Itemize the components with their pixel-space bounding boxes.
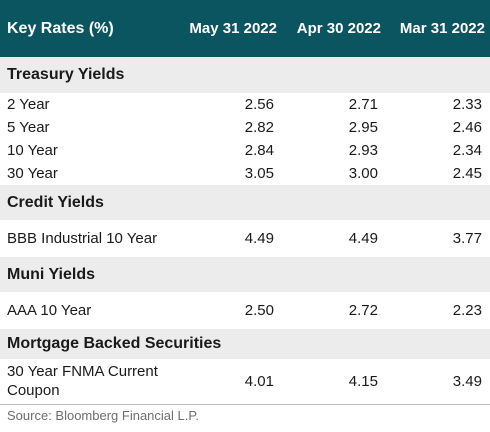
row-label: AAA 10 Year [7,302,92,319]
cell-value: 2.45 [452,165,482,182]
cell-value: 2.82 [244,119,274,136]
cell-value: 2.72 [348,302,378,319]
section-title: Mortgage Backed Securities [0,329,490,359]
source-note: Source: Bloomberg Financial L.P. [7,408,199,423]
column-header-mar-2022: Mar 31 2022 [399,20,485,37]
section-muni-yields: Muni Yields [0,257,490,292]
row-label: 10 Year [7,142,58,159]
cell-value: 2.23 [452,302,482,319]
table-row: 30 Year 3.05 3.00 2.45 [0,162,490,185]
row-label: BBB Industrial 10 Year [7,230,158,247]
cell-value: 2.46 [452,119,482,136]
table-header: Key Rates (%) May 31 2022 Apr 30 2022 Ma… [0,0,490,57]
cell-value: 4.49 [348,230,378,247]
column-header-may-2022: May 31 2022 [189,20,277,37]
table-row: 2 Year 2.56 2.71 2.33 [0,93,490,116]
cell-value: 3.77 [452,230,482,247]
cell-value: 4.15 [282,359,386,405]
row-label: 5 Year [7,119,50,136]
cell-value: 2.34 [452,142,482,159]
key-rates-table: Key Rates (%) May 31 2022 Apr 30 2022 Ma… [0,0,490,405]
cell-value: 2.95 [348,119,378,136]
row-label: 30 Year FNMA Current Coupon [0,359,178,405]
table-row: 10 Year 2.84 2.93 2.34 [0,139,490,162]
section-title: Muni Yields [0,257,490,292]
cell-value: 3.00 [348,165,378,182]
cell-value: 2.33 [452,96,482,113]
table-row: 5 Year 2.82 2.95 2.46 [0,116,490,139]
cell-value: 3.49 [386,359,490,405]
cell-value: 4.49 [244,230,274,247]
column-header-apr-2022: Apr 30 2022 [296,20,381,37]
cell-value: 3.05 [244,165,274,182]
section-title: Credit Yields [0,185,490,220]
table-row: BBB Industrial 10 Year 4.49 4.49 3.77 [0,220,490,257]
table-row: 30 Year FNMA Current Coupon 4.01 4.15 3.… [0,359,490,405]
section-mortgage-backed-securities: Mortgage Backed Securities [0,329,490,359]
section-credit-yields: Credit Yields [0,185,490,220]
table-title: Key Rates (%) [7,19,114,37]
table-row: AAA 10 Year 2.50 2.72 2.23 [0,292,490,329]
cell-value: 4.01 [178,359,282,405]
section-title: Treasury Yields [0,57,490,93]
row-label: 2 Year [7,96,50,113]
cell-value: 2.50 [244,302,274,319]
cell-value: 2.84 [244,142,274,159]
row-label: 30 Year [7,165,58,182]
cell-value: 2.56 [244,96,274,113]
cell-value: 2.93 [348,142,378,159]
cell-value: 2.71 [348,96,378,113]
section-treasury-yields: Treasury Yields [0,57,490,93]
